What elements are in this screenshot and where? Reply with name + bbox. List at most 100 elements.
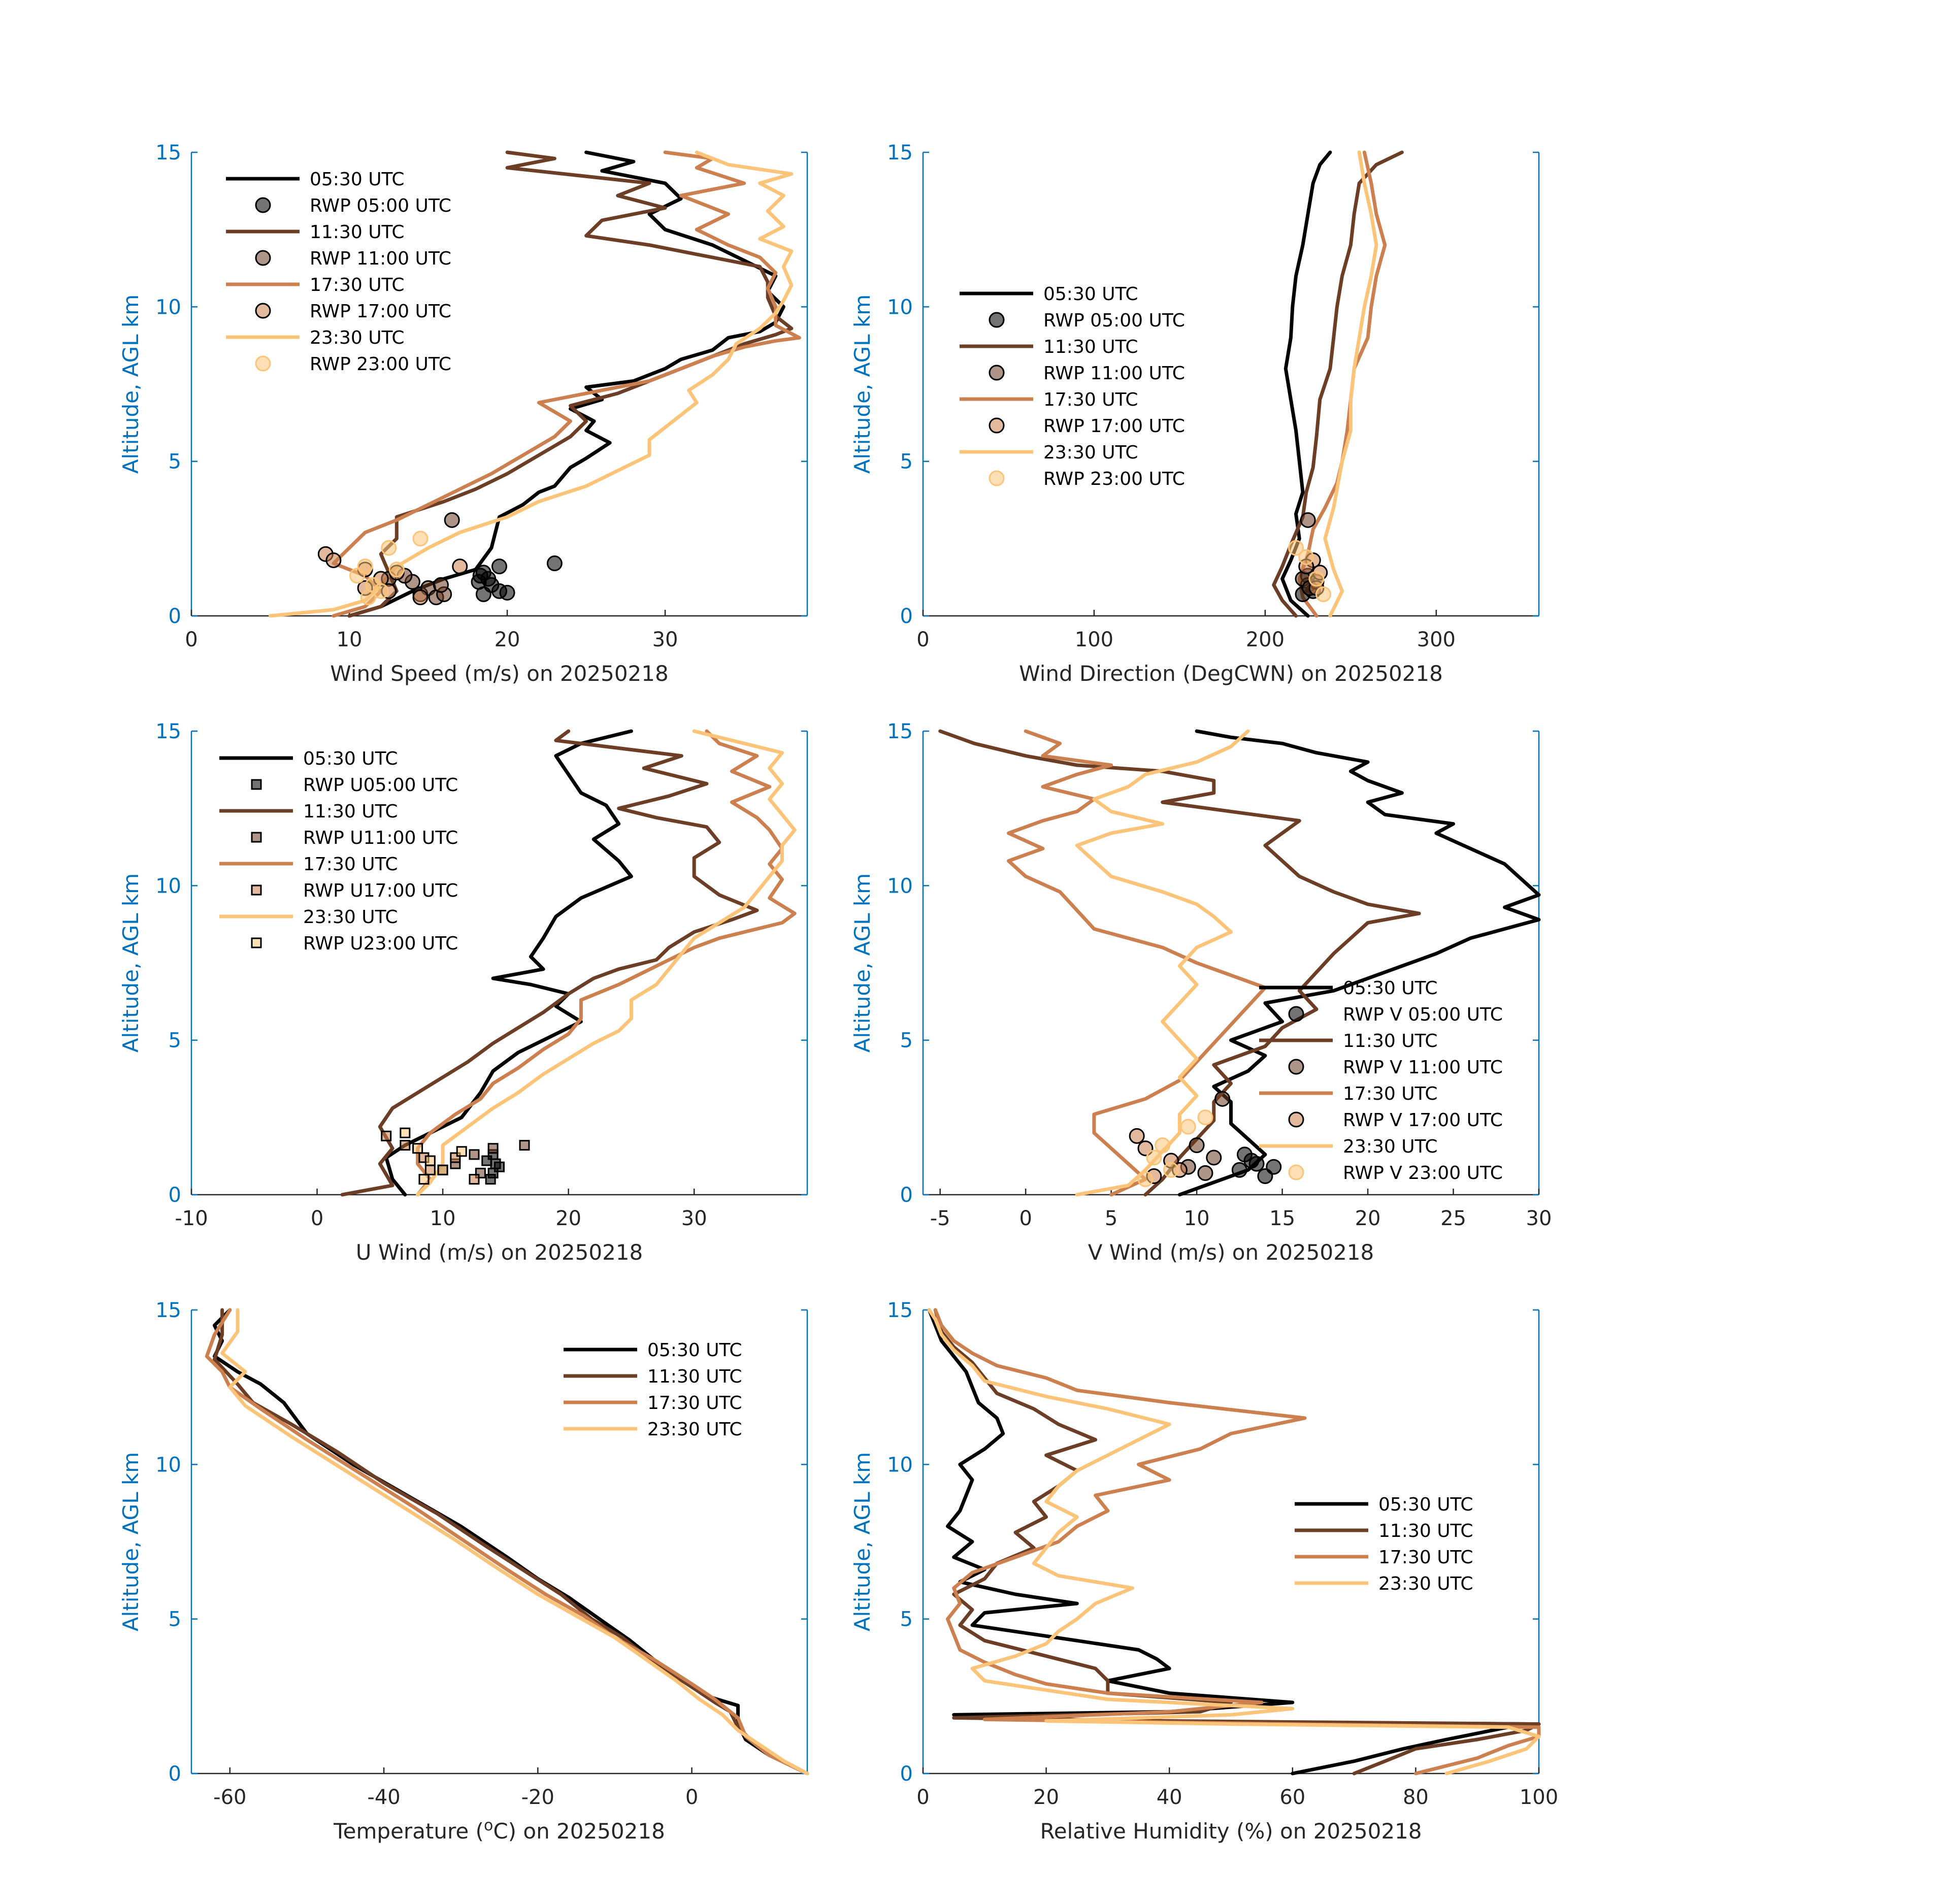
- x-tick-label: 0: [311, 1207, 323, 1230]
- x-tick-label: 80: [1403, 1786, 1429, 1809]
- data-point: [487, 1143, 499, 1154]
- y-tick-label: 5: [900, 1029, 913, 1053]
- legend-label: 17:30 UTC: [647, 1393, 742, 1414]
- x-tick-label: 5: [1105, 1207, 1117, 1230]
- legend-label: 05:30 UTC: [647, 1340, 742, 1361]
- x-tick-label: 0: [685, 1786, 698, 1809]
- x-tick-label: -5: [930, 1207, 950, 1230]
- data-point: [469, 1174, 480, 1185]
- y-tick-label: 0: [900, 1184, 913, 1207]
- legend: 05:30 UTC RWP U05:00 UTC 11:30 UTC RWP U11:…: [219, 748, 458, 954]
- x-tick-label: 0: [1019, 1207, 1032, 1230]
- series-line: [1007, 729, 1267, 1197]
- legend-label: 17:30 UTC: [1043, 389, 1138, 410]
- legend-label: RWP 23:00 UTC: [310, 354, 451, 375]
- legend-label: RWP V 05:00 UTC: [1343, 1004, 1503, 1025]
- data-point: [469, 1149, 480, 1160]
- legend-label: 23:30 UTC: [647, 1419, 742, 1440]
- data-point: [418, 1174, 430, 1185]
- data-point: [325, 552, 342, 568]
- y-tick-label: 10: [887, 296, 913, 319]
- data-point: [400, 1127, 411, 1138]
- data-point: [452, 559, 468, 575]
- data-point: [1206, 1150, 1222, 1166]
- series-line: [340, 729, 759, 1197]
- series-line: [220, 1308, 809, 1776]
- x-tick-label: 20: [555, 1207, 581, 1230]
- x-tick-label: 0: [916, 628, 929, 651]
- legend-swatch-marker: [255, 250, 271, 266]
- data-point: [349, 568, 366, 584]
- data-point: [546, 555, 563, 572]
- legend-label: RWP U17:00 UTC: [303, 880, 458, 901]
- legend-swatch-marker: [255, 355, 271, 372]
- series-line: [1075, 729, 1250, 1197]
- legend-label: 11:30 UTC: [303, 801, 398, 822]
- y-axis-label: Altitude, AGL km: [850, 1452, 875, 1631]
- x-tick-label: 10: [1184, 1207, 1210, 1230]
- data-point: [1197, 1109, 1213, 1126]
- x-tick-label: 0: [185, 628, 198, 651]
- data-point: [412, 531, 429, 547]
- legend: 05:30 UTC RWP 05:00 UTC 11:30 UTC RWP 11:00…: [960, 284, 1185, 489]
- legend: 05:30 UTC RWP 05:00 UTC 11:30 UTC RWP 11:00…: [226, 169, 451, 375]
- data-point: [499, 584, 515, 601]
- legend-swatch-marker: [251, 779, 262, 790]
- data-point: [1266, 1159, 1282, 1175]
- x-tick-label: 0: [916, 1786, 929, 1809]
- x-axis-label: Wind Speed (m/s) on 20250218: [330, 661, 668, 686]
- legend-label: 17:30 UTC: [310, 275, 405, 296]
- legend-swatch-marker: [1288, 1006, 1304, 1022]
- data-point: [1243, 1153, 1260, 1169]
- series-line: [1177, 729, 1541, 1197]
- y-axis-label: Altitude, AGL km: [118, 873, 143, 1053]
- legend-swatch-marker: [1288, 1059, 1304, 1075]
- x-axis-label: U Wind (m/s) on 20250218: [356, 1240, 643, 1265]
- data-point: [400, 1140, 411, 1151]
- x-tick-label: 30: [681, 1207, 707, 1230]
- x-tick-label: -10: [175, 1207, 208, 1230]
- x-axis-label: Wind Direction (DegCWN) on 20250218: [1019, 661, 1443, 686]
- x-tick-label: -40: [367, 1786, 400, 1809]
- y-tick-label: 10: [887, 1453, 913, 1476]
- legend-label: 23:30 UTC: [1343, 1136, 1438, 1157]
- legend-label: 05:30 UTC: [1043, 284, 1138, 305]
- x-tick-label: 15: [1269, 1207, 1295, 1230]
- data-point: [1197, 1165, 1213, 1181]
- data-point: [444, 512, 460, 528]
- data-point: [1231, 1162, 1247, 1178]
- y-axis-label: Altitude, AGL km: [118, 294, 143, 474]
- data-point: [437, 1164, 448, 1175]
- data-point: [1146, 1150, 1162, 1166]
- legend-label: RWP 23:00 UTC: [1043, 469, 1185, 489]
- data-point: [373, 583, 389, 599]
- x-tick-label: 30: [1526, 1207, 1552, 1230]
- legend-label: 23:30 UTC: [1378, 1573, 1473, 1594]
- series-line: [416, 729, 797, 1197]
- legend-label: RWP 11:00 UTC: [1043, 363, 1185, 384]
- data-point: [494, 1161, 505, 1172]
- chart-wspd: 0 5 10 15 0 10 20 30 Altitude, AGL km Wind Speed …: [118, 141, 808, 686]
- x-tick-label: 30: [652, 628, 678, 651]
- data-point: [472, 568, 488, 584]
- data-point: [433, 577, 449, 593]
- legend-label: 11:30 UTC: [1043, 337, 1138, 357]
- y-tick-label: 0: [169, 1762, 181, 1786]
- data-point: [1155, 1137, 1171, 1154]
- legend-label: 05:30 UTC: [1343, 978, 1438, 999]
- data-point: [1180, 1119, 1196, 1135]
- x-tick-label: 40: [1157, 1786, 1182, 1809]
- y-tick-label: 5: [169, 450, 181, 474]
- legend-swatch-marker: [989, 312, 1005, 328]
- data-point: [381, 1130, 392, 1141]
- data-point: [388, 562, 405, 578]
- y-axis-label: Altitude, AGL km: [118, 1452, 143, 1631]
- y-tick-label: 0: [169, 1184, 181, 1207]
- legend-swatch-marker: [1288, 1164, 1304, 1180]
- legend-label: RWP U05:00 UTC: [303, 775, 458, 796]
- y-tick-label: 15: [887, 720, 913, 743]
- data-point: [1129, 1128, 1145, 1144]
- series-line: [1272, 150, 1404, 618]
